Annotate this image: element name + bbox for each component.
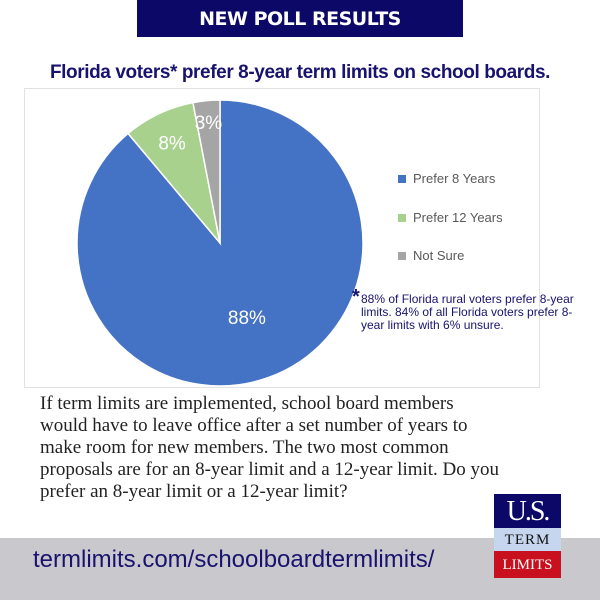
chart-area	[24, 88, 540, 388]
legend-swatch	[398, 213, 406, 222]
legend-swatch	[398, 174, 406, 183]
legend-label: Prefer 12 Years	[413, 210, 503, 225]
legend-item-prefer-8: Prefer 8 Years	[398, 171, 495, 186]
website-link[interactable]: termlimits.com/schoolboardtermlimits/	[33, 546, 435, 573]
poll-question: If term limits are implemented, school b…	[40, 393, 500, 502]
page-title: Florida voters* prefer 8-year term limit…	[0, 62, 600, 84]
legend-item-not-sure: Not Sure	[398, 248, 464, 263]
data-label: 8%	[158, 133, 186, 154]
logo-limits: LIMITS	[494, 551, 561, 578]
data-label: 3%	[195, 113, 223, 134]
us-term-limits-logo: U.S. TERM LIMITS	[494, 494, 561, 578]
footnote: * 88% of Florida rural voters prefer 8-ye…	[352, 286, 592, 332]
logo-us: U.S.	[494, 494, 561, 528]
pie-slice-not-sure	[192, 99, 221, 244]
legend-swatch	[398, 251, 406, 260]
asterisk: *	[352, 286, 360, 308]
legend-item-prefer-12: Prefer 12 Years	[398, 210, 503, 225]
footnote-text: 88% of Florida rural voters prefer 8-yea…	[361, 292, 574, 332]
legend-label: Not Sure	[413, 248, 465, 263]
title-text: Florida voters* prefer 8-year term limit…	[49, 62, 551, 83]
banner-text: NEW POLL RESULTS	[199, 7, 401, 30]
logo-term: TERM	[494, 528, 561, 551]
banner: NEW POLL RESULTS	[137, 0, 463, 37]
data-label: 88%	[228, 308, 266, 329]
legend-label: Prefer 8 Years	[413, 171, 496, 186]
